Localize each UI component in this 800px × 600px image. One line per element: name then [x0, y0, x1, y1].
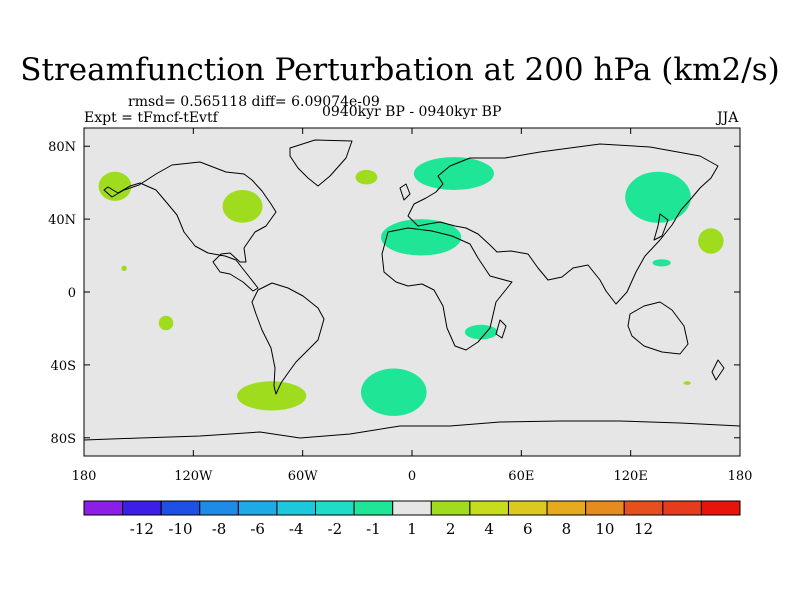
anomaly-south-africa-negative — [464, 324, 498, 340]
y-tick-label: 40N — [48, 213, 76, 228]
colorbar-label: 12 — [634, 520, 653, 538]
anomaly-south-pacific-small-positive — [158, 315, 174, 331]
anomaly-south-america-positive — [237, 381, 307, 411]
anomaly-southwest-pacific-positive — [683, 381, 691, 385]
x-tick-label: 180 — [728, 469, 753, 484]
colorbar-label: -4 — [289, 520, 304, 538]
colorbar-swatch — [199, 500, 239, 516]
y-tick-label: 0 — [68, 286, 76, 301]
colorbar-swatch — [623, 500, 664, 516]
experiment-text: Expt = tFmcf-tEvtf — [84, 110, 218, 126]
y-tick-label: 80N — [48, 140, 76, 155]
colorbar-swatch — [546, 500, 587, 516]
season-label: JJA — [717, 110, 739, 126]
colorbar-label: -6 — [250, 520, 265, 538]
colorbar-label: -12 — [130, 520, 154, 538]
colorbar-swatch — [122, 500, 162, 516]
anomaly-europe-negative — [413, 157, 494, 190]
colorbar-swatch — [430, 500, 471, 516]
stats-text: rmsd= 0.565118 diff= 6.09074e-09 — [128, 94, 380, 110]
coastlines — [84, 139, 740, 441]
coastline-north-america — [103, 161, 277, 292]
period-text: 0940kyr BP - 0940kyr BP — [322, 104, 502, 120]
coastline-britain — [399, 183, 411, 201]
colorbar-label: 1 — [407, 520, 417, 538]
anomaly-philippine-sea-negative — [652, 259, 671, 267]
anomaly-north-africa-negative — [381, 219, 462, 256]
colorbar-swatch — [160, 500, 201, 516]
coastline-africa — [381, 227, 513, 351]
anomaly-north-pacific-positive — [98, 171, 132, 201]
colorbar-label: -1 — [366, 520, 381, 538]
colorbar-label: 8 — [562, 520, 572, 538]
y-tick-label: 80S — [51, 432, 76, 447]
x-tick-label: 180 — [72, 469, 97, 484]
x-axis: 180 120W 60W 0 60E 120E 180 — [72, 128, 753, 484]
colorbar-swatch — [353, 500, 394, 516]
coastline-madagascar — [495, 319, 507, 339]
colorbar-label: 10 — [595, 520, 614, 538]
coastline-australia — [627, 301, 689, 355]
x-tick-label: 120W — [174, 469, 213, 484]
colorbar-swatch — [83, 500, 124, 516]
colorbar-swatch — [700, 500, 741, 516]
anomaly-north-atlantic-positive — [355, 169, 378, 185]
anomaly-west-pacific-positive — [698, 228, 724, 254]
coastline-antarctica — [84, 420, 740, 441]
x-tick-label: 60E — [508, 469, 534, 484]
colorbar-label: -2 — [328, 520, 343, 538]
colorbar-swatch — [507, 500, 548, 516]
colorbar-swatch — [315, 500, 355, 516]
coastline-greenland — [289, 139, 353, 187]
x-tick-label: 60W — [288, 469, 319, 484]
anomaly-north-america-positive — [222, 189, 263, 223]
colorbar-label: -8 — [212, 520, 227, 538]
y-axis: 80N 40N 0 40S 80S — [48, 140, 740, 447]
colorbar-swatch — [662, 500, 702, 516]
anomaly-hawaii-positive — [121, 265, 127, 272]
colorbar-swatch — [392, 500, 432, 516]
colorbar-label: 6 — [523, 520, 533, 538]
colorbar-swatch — [469, 500, 509, 516]
x-tick-label: 120E — [614, 469, 648, 484]
coastline-south-america — [251, 282, 325, 395]
y-tick-label: 40S — [51, 359, 76, 374]
colorbar-label: 2 — [446, 520, 456, 538]
x-tick-label: 0 — [408, 469, 416, 484]
colorbar-swatch — [237, 500, 278, 516]
coastline-eurasia — [407, 143, 719, 305]
colorbar-swatch — [585, 500, 625, 516]
coastline-japan — [653, 213, 669, 241]
anomaly-layer — [98, 157, 724, 416]
colorbar-swatch — [276, 500, 317, 516]
colorbar: -12 -10 -8 -6 -4 -2 -1 1 2 4 6 8 10 12 — [83, 500, 741, 538]
colorbar-label: 4 — [484, 520, 494, 538]
chart-title: Streamfunction Perturbation at 200 hPa (… — [20, 52, 780, 88]
anomaly-east-asia-negative — [625, 171, 691, 223]
colorbar-label: -10 — [168, 520, 192, 538]
coastline-new-zealand — [711, 359, 725, 381]
anomaly-south-atlantic-negative — [360, 368, 427, 416]
